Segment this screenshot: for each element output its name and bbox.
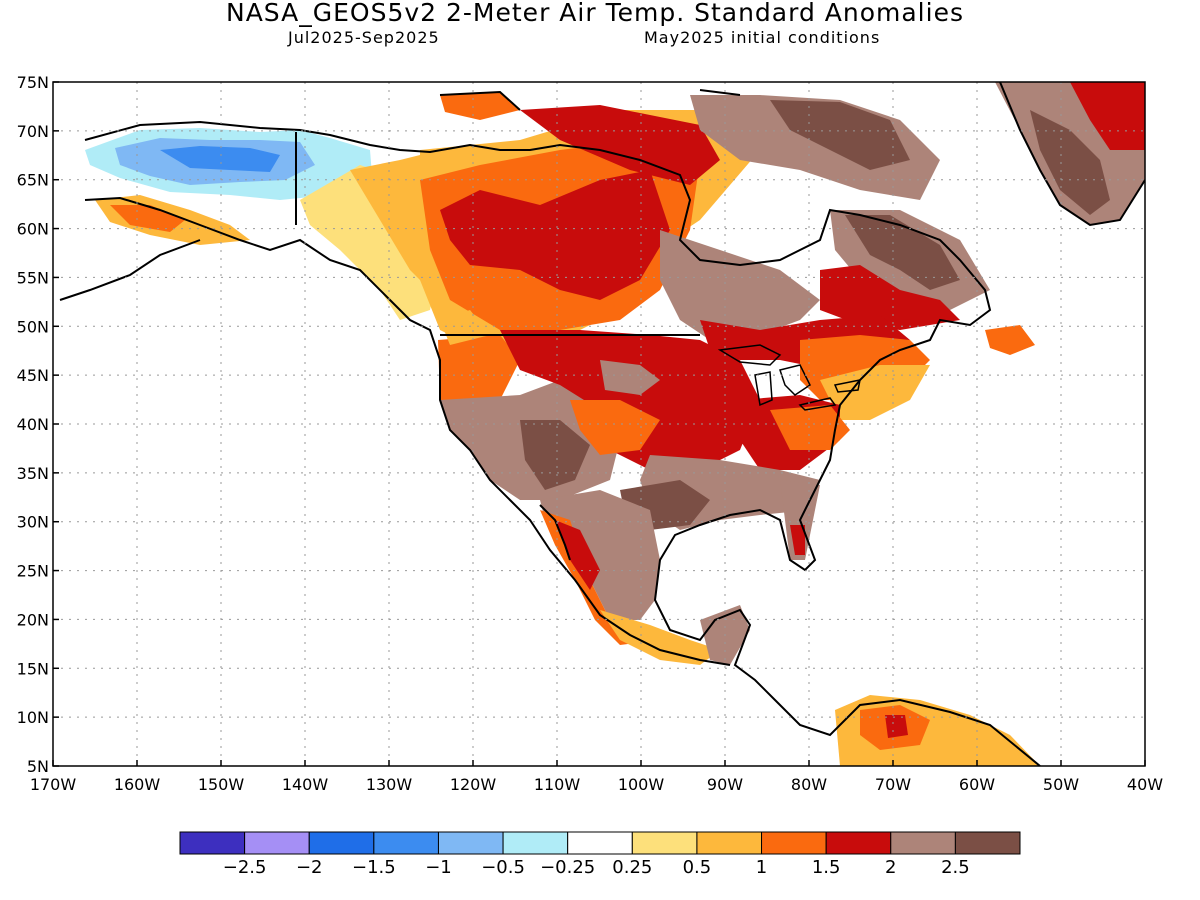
warm-anomaly-region	[845, 215, 960, 290]
colorbar-label: 2	[885, 857, 896, 878]
warm-anomaly-region	[520, 105, 720, 185]
lat-tick-label: 10N	[17, 708, 49, 727]
warm-anomaly-region	[110, 205, 185, 232]
lon-tick-label: 40W	[1127, 775, 1163, 794]
warm-anomaly-region	[770, 405, 850, 450]
warm-anomaly-region	[985, 325, 1035, 355]
anomaly-field	[85, 82, 1145, 766]
colorbar-label: −0.25	[540, 857, 595, 878]
colorbar-label: 0.5	[683, 857, 712, 878]
lat-axis: 75N 70N 65N 60N 55N 50N 45N 40N 35N 30N 25N 20N 15N 1…	[17, 73, 59, 776]
lon-axis: 170W 160W 150W 140W 130W 120W 110W 100W 90W 80W 70…	[30, 760, 1163, 794]
warm-anomaly-region	[555, 520, 600, 590]
lat-tick-label: 65N	[17, 171, 49, 190]
colorbar-label: −2	[296, 857, 323, 878]
warm-anomaly-region	[600, 360, 660, 395]
cold-anomaly-region	[160, 146, 280, 172]
lat-tick-label: 30N	[17, 513, 49, 532]
warm-anomaly-region	[440, 92, 520, 120]
lat-tick-label: 60N	[17, 220, 49, 239]
colorbar-label: −2.5	[223, 857, 267, 878]
lat-tick-label: 75N	[17, 73, 49, 92]
lon-tick-label: 120W	[450, 775, 497, 794]
lon-tick-label: 160W	[114, 775, 161, 794]
warm-anomaly-region	[790, 525, 805, 555]
lat-tick-label: 5N	[27, 757, 49, 776]
colorbar-label: −1	[425, 857, 452, 878]
colorbar-swatch	[437, 831, 504, 855]
lon-tick-label: 80W	[791, 775, 827, 794]
warm-anomaly-region	[500, 330, 760, 470]
lat-tick-label: 40N	[17, 415, 49, 434]
colorbar-swatch	[890, 831, 956, 855]
lon-tick-label: 90W	[707, 775, 743, 794]
colorbar-swatch	[502, 831, 569, 855]
warm-anomaly-region	[440, 310, 490, 345]
warm-anomaly-region	[820, 365, 930, 420]
colorbar-swatch	[825, 831, 892, 855]
map-title: NASA_GEOS5v2 2-Meter Air Temp. Standard …	[226, 0, 964, 27]
lat-tick-label: 25N	[17, 562, 49, 581]
warm-anomaly-region	[440, 170, 670, 300]
warm-anomaly-region	[438, 335, 520, 410]
lon-tick-label: 70W	[875, 775, 911, 794]
colorbar-swatch	[373, 831, 439, 855]
initial-conditions: May2025 initial conditions	[644, 28, 881, 47]
warm-anomaly-region	[520, 420, 590, 490]
colorbar-label: 2.5	[941, 857, 970, 878]
grid-lines	[53, 82, 1145, 766]
colorbar-swatch	[761, 831, 827, 855]
lon-tick-label: 100W	[618, 775, 665, 794]
warm-anomaly-region	[885, 715, 908, 738]
coastlines	[59, 82, 1145, 766]
colorbar-swatch	[244, 831, 310, 855]
lat-tick-label: 50N	[17, 317, 49, 336]
colorbar-swatch	[696, 831, 763, 855]
lon-tick-label: 170W	[30, 775, 77, 794]
lon-tick-label: 110W	[534, 775, 581, 794]
great-lakes	[717, 344, 861, 411]
colorbar-swatch	[567, 831, 633, 855]
warm-anomaly-region	[820, 265, 960, 330]
warm-anomaly-region	[770, 100, 910, 170]
forecast-period: Jul2025-Sep2025	[288, 28, 440, 47]
lon-tick-label: 150W	[198, 775, 245, 794]
colorbar-label: 1.5	[812, 857, 841, 878]
colorbar-swatch	[308, 831, 375, 855]
colorbar-swatch	[954, 831, 1021, 855]
lat-tick-label: 45N	[17, 366, 49, 385]
warm-anomaly-region	[600, 610, 720, 665]
lat-tick-label: 35N	[17, 464, 49, 483]
lat-tick-label: 70N	[17, 122, 49, 141]
lon-tick-label: 60W	[959, 775, 995, 794]
lat-tick-label: 20N	[17, 610, 49, 629]
colorbar-swatch	[631, 831, 698, 855]
warm-anomaly-region	[570, 400, 660, 455]
colorbar-label: 1	[756, 857, 767, 878]
lon-tick-label: 140W	[282, 775, 329, 794]
colorbar: −2.5 −2 −1.5 −1 −0.5 −0.25 0.25 0.5 1 1.5 2 2.5	[179, 831, 1021, 878]
colorbar-swatch	[179, 831, 246, 855]
lon-tick-label: 50W	[1043, 775, 1079, 794]
warm-anomaly-region	[660, 230, 820, 340]
lat-tick-label: 15N	[17, 659, 49, 678]
lat-tick-label: 55N	[17, 268, 49, 287]
colorbar-label: −0.5	[481, 857, 525, 878]
lon-tick-label: 130W	[366, 775, 413, 794]
warm-anomaly-region	[1070, 82, 1145, 150]
colorbar-label: 0.25	[612, 857, 652, 878]
colorbar-label: −1.5	[352, 857, 396, 878]
warm-anomaly-region	[1030, 110, 1110, 215]
